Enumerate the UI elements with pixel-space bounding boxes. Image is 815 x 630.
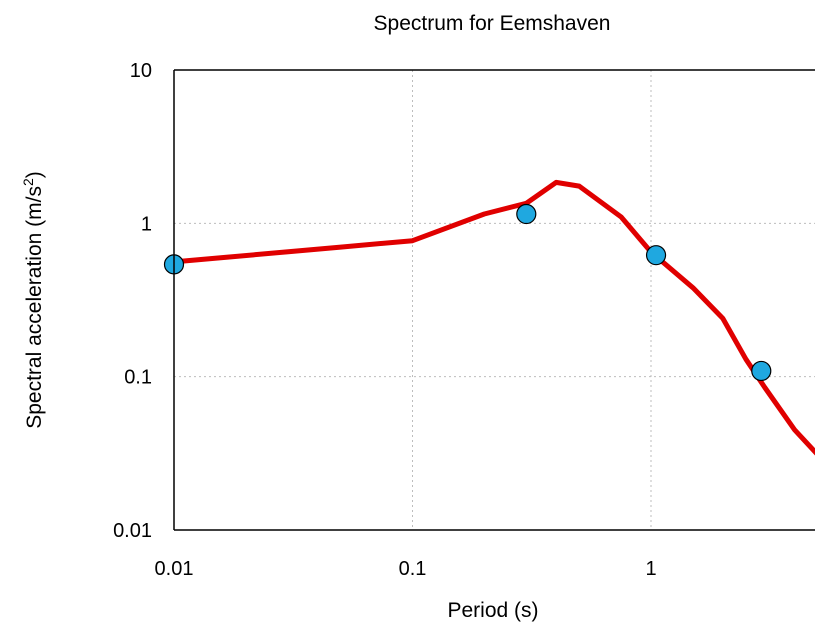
y-tick-label: 0.1 (124, 367, 152, 389)
x-axis-title: Period (s) (447, 599, 538, 622)
x-tick-label: 0.1 (399, 558, 427, 580)
series-layer (163, 179, 815, 456)
x-tick-label: 1 (645, 558, 656, 580)
grid-lines (174, 70, 815, 530)
y-tick-label: 1 (141, 213, 152, 235)
y-axis-title-close: ) (23, 171, 46, 178)
y-axis-title-superscript: 2 (20, 178, 36, 186)
y-tick-label: 0.01 (113, 520, 152, 542)
y-axis-title: Spectral acceleration (m/s2) (20, 171, 46, 429)
x-tick-label: 0.01 (155, 558, 194, 580)
tick-labels: 0.01 0.1 1 0.01 0.1 1 10 (113, 60, 657, 580)
y-tick-label: 10 (130, 60, 152, 82)
plot-frame (173, 69, 815, 531)
data-point (645, 245, 667, 266)
data-point (751, 360, 772, 382)
y-axis-title-main: Spectral acceleration (m/s (23, 186, 46, 429)
chart-title: Spectrum for Eemshaven (374, 12, 611, 35)
data-point (516, 203, 537, 225)
